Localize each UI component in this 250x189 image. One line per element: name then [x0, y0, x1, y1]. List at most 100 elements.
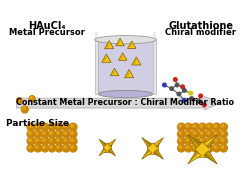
Circle shape	[21, 106, 28, 113]
Circle shape	[205, 137, 212, 145]
Polygon shape	[187, 135, 200, 146]
Circle shape	[48, 144, 56, 152]
Circle shape	[192, 132, 195, 134]
Circle shape	[185, 146, 188, 148]
Circle shape	[64, 139, 66, 141]
Polygon shape	[124, 70, 133, 78]
Circle shape	[192, 125, 195, 127]
Circle shape	[200, 139, 202, 141]
Circle shape	[42, 139, 45, 141]
Circle shape	[178, 139, 181, 141]
Circle shape	[185, 139, 188, 141]
Circle shape	[64, 132, 66, 134]
Polygon shape	[110, 68, 114, 76]
Circle shape	[48, 123, 56, 131]
Circle shape	[206, 139, 209, 141]
Circle shape	[206, 132, 209, 134]
Polygon shape	[203, 151, 216, 164]
Circle shape	[191, 130, 198, 138]
Polygon shape	[131, 57, 140, 65]
Circle shape	[34, 123, 42, 131]
Circle shape	[36, 146, 38, 148]
Polygon shape	[141, 149, 151, 159]
Circle shape	[64, 146, 66, 148]
Circle shape	[182, 99, 186, 102]
Circle shape	[162, 83, 166, 87]
Circle shape	[42, 125, 45, 127]
Circle shape	[16, 98, 22, 103]
Polygon shape	[127, 41, 136, 49]
Circle shape	[220, 146, 223, 148]
Circle shape	[28, 146, 31, 148]
Circle shape	[70, 132, 73, 134]
Polygon shape	[124, 70, 128, 78]
Circle shape	[206, 146, 209, 148]
Circle shape	[214, 139, 216, 141]
Circle shape	[177, 137, 184, 145]
Circle shape	[206, 125, 209, 127]
Circle shape	[200, 132, 202, 134]
Circle shape	[36, 139, 38, 141]
Circle shape	[214, 132, 216, 134]
Circle shape	[177, 130, 184, 138]
Circle shape	[42, 146, 45, 148]
Circle shape	[62, 123, 70, 131]
Circle shape	[42, 132, 45, 134]
Circle shape	[212, 123, 220, 131]
Circle shape	[27, 123, 34, 131]
Circle shape	[48, 130, 56, 138]
Polygon shape	[110, 68, 118, 76]
Circle shape	[62, 137, 70, 145]
Polygon shape	[155, 138, 163, 148]
Polygon shape	[131, 57, 136, 65]
Circle shape	[185, 132, 188, 134]
Circle shape	[34, 130, 42, 138]
Circle shape	[191, 123, 198, 131]
Circle shape	[220, 125, 223, 127]
Circle shape	[198, 130, 205, 138]
Polygon shape	[153, 149, 163, 159]
Circle shape	[202, 103, 205, 107]
Circle shape	[191, 137, 198, 145]
Circle shape	[27, 144, 34, 152]
Circle shape	[36, 132, 38, 134]
Circle shape	[169, 87, 173, 90]
Circle shape	[219, 144, 226, 152]
Bar	[152, 40, 156, 94]
Ellipse shape	[98, 90, 152, 98]
Circle shape	[36, 125, 38, 127]
Circle shape	[198, 137, 205, 145]
Circle shape	[55, 123, 62, 131]
Bar	[147, 143, 158, 154]
Circle shape	[184, 123, 192, 131]
Circle shape	[56, 132, 59, 134]
Circle shape	[212, 137, 220, 145]
Circle shape	[205, 130, 212, 138]
Circle shape	[184, 137, 192, 145]
Polygon shape	[98, 139, 106, 146]
Polygon shape	[141, 138, 151, 146]
Bar	[194, 142, 209, 157]
Polygon shape	[104, 41, 113, 49]
Circle shape	[50, 146, 52, 148]
Polygon shape	[115, 38, 124, 46]
Circle shape	[41, 123, 48, 131]
Circle shape	[200, 146, 202, 148]
Text: Particle Size: Particle Size	[6, 119, 69, 129]
Polygon shape	[98, 139, 106, 147]
Circle shape	[198, 123, 205, 131]
Polygon shape	[118, 53, 126, 60]
Circle shape	[69, 137, 77, 145]
Circle shape	[50, 125, 52, 127]
Polygon shape	[127, 41, 131, 49]
Circle shape	[178, 125, 181, 127]
Circle shape	[28, 132, 31, 134]
Circle shape	[185, 125, 188, 127]
Polygon shape	[109, 139, 115, 147]
Circle shape	[174, 83, 178, 87]
Polygon shape	[115, 38, 119, 46]
Circle shape	[18, 99, 20, 101]
Polygon shape	[153, 151, 163, 159]
Circle shape	[55, 144, 62, 152]
Circle shape	[198, 94, 202, 98]
